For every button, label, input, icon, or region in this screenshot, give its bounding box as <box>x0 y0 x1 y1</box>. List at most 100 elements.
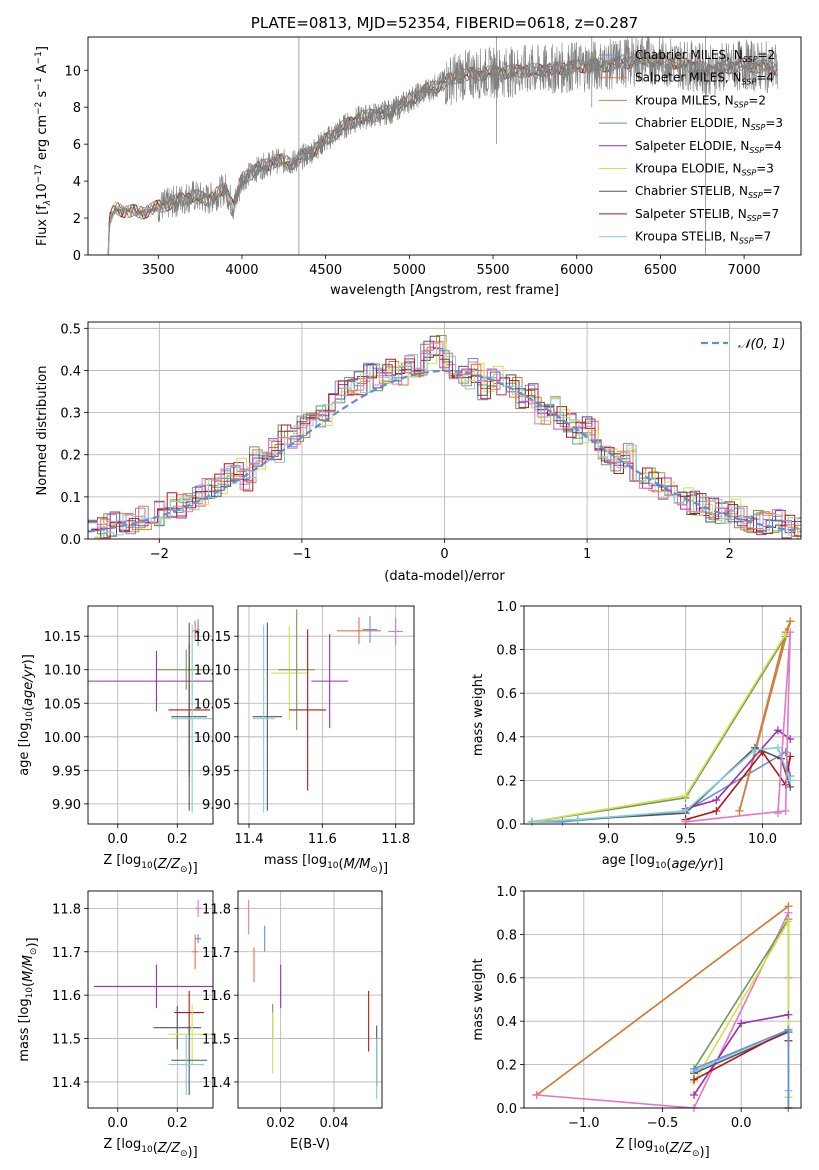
label-math: age/yr <box>21 663 36 706</box>
label-script: ⊙ <box>180 865 188 875</box>
label-script: 10 <box>653 1145 665 1155</box>
x-tick-label: 11.6 <box>308 832 337 847</box>
y-tick-label: 10.00 <box>44 731 81 746</box>
axes-mass-vs-Z: 0.0 0.211.411.511.611.711.8Z [log10(Z/Z⊙)… <box>17 890 214 1160</box>
weight-marker <box>786 617 795 626</box>
legend-label: Chabrier MILES, NSSP=2 <box>635 48 775 64</box>
axes-border <box>523 605 802 825</box>
y-label-part: A <box>35 64 50 77</box>
axes-residuals: −2 −1 0 1 2 0.0 0.1 0.2 0.3 0.4 0.5 𝒩(0, 1) (data-mo… <box>35 321 802 584</box>
legend-tail: =3 <box>756 162 774 176</box>
label-text: Z [log <box>103 853 141 868</box>
y-tick-label: 11.8 <box>202 902 231 917</box>
weight-marker <box>735 806 744 815</box>
x-tick-label: 11.4 <box>235 832 264 847</box>
legend-tail: =2 <box>757 48 775 62</box>
legend-sub: SSP <box>743 55 758 64</box>
histogram-step-9 <box>88 342 801 539</box>
x-tick-label: 6500 <box>644 263 677 278</box>
y-tick-label: 6 <box>73 138 81 153</box>
y-tick-label: 0.1 <box>60 491 81 506</box>
y-tick-label: 0.5 <box>60 322 81 337</box>
y-tick-label: 0.8 <box>496 928 517 943</box>
y-tick-label: 10.10 <box>44 664 81 679</box>
label-text: mass [log <box>17 998 32 1061</box>
legend-sub: SSP <box>749 146 764 155</box>
axes-massweight-vs-Z: −1.0 −0.5 0.0 0.0 0.2 0.4 0.6 0.8 1.0 Z [log10(Z/… <box>471 885 802 1160</box>
y-label-part: 10 <box>35 183 50 200</box>
y-tick-label: 11.8 <box>52 902 81 917</box>
x-tick-label: 5500 <box>476 263 509 278</box>
y-tick-label: 1.0 <box>496 600 517 615</box>
x-tick-label: 4000 <box>225 263 258 278</box>
x-axis-label: E(B-V) <box>290 1137 330 1152</box>
x-axis-label: (data-model)/error <box>384 569 505 584</box>
legend-tail: =2 <box>748 93 766 107</box>
x-tick-label: 2 <box>726 547 734 562</box>
label-text: )] <box>700 1145 710 1160</box>
axes-massweight-vs-age: 9.0 9.5 10.0 0.0 0.2 0.4 0.6 0.8 1.0 age [log10(a… <box>471 600 802 872</box>
x-tick-label: 0.0 <box>731 1116 752 1131</box>
label-text: ( <box>666 857 671 872</box>
label-script: 10 <box>25 987 35 999</box>
weight-marker <box>737 1019 746 1028</box>
x-tick-label: 0.02 <box>266 1116 295 1131</box>
label-math: M/M <box>21 955 36 982</box>
weight-marker <box>773 809 782 818</box>
legend-label: Kroupa ELODIE, NSSP=3 <box>635 162 774 178</box>
weight-marker <box>712 796 721 805</box>
axes-border <box>87 36 802 256</box>
weight-marker <box>681 817 690 826</box>
y-label-part: λ <box>43 200 53 206</box>
axes-border <box>237 890 383 1109</box>
weight-marker <box>786 776 795 785</box>
y-tick-label: 0.6 <box>496 972 517 987</box>
weight-marker <box>784 917 793 926</box>
y-label-part: Flux [f <box>35 205 50 246</box>
weight-marker <box>681 791 690 800</box>
legend-label: Salpeter ELODIE, NSSP=4 <box>635 139 782 155</box>
x-tick-label: 7000 <box>728 263 761 278</box>
legend-name: Kroupa ELODIE, N <box>635 162 742 176</box>
label-script: ⊙ <box>180 1149 188 1159</box>
label-script: 10 <box>141 1145 153 1155</box>
x-tick-label: 3500 <box>142 263 175 278</box>
x-tick-label: −0.5 <box>647 1116 679 1131</box>
axes-age-vs-mass: 11.4 11.6 11.8 9.90 9.95 10.00 10.05 10.10 10.15… <box>194 605 415 876</box>
legend-label: Salpeter STELIB, NSSP=7 <box>635 207 779 223</box>
weight-marker <box>773 726 782 735</box>
y-tick-label: 11.5 <box>202 1033 231 1048</box>
label-script: 10 <box>655 861 667 871</box>
y-tick-label: 0 <box>73 249 81 264</box>
x-tick-label: 6000 <box>560 263 593 278</box>
label-text: )] <box>21 654 36 664</box>
y-tick-label: 9.90 <box>202 798 231 813</box>
x-tick-label: 4500 <box>309 263 342 278</box>
label-script: 10 <box>25 711 35 723</box>
label-text: ( <box>153 857 158 872</box>
legend-sub: SSP <box>734 100 749 109</box>
weight-marker <box>573 815 582 824</box>
legend-sub: SSP <box>748 191 763 200</box>
label-text: ( <box>665 1141 670 1156</box>
legend-name: Chabrier STELIB, N <box>635 184 748 198</box>
legend-name: Chabrier ELODIE, N <box>635 116 751 130</box>
weight-marker <box>786 628 795 637</box>
y-label-part: s <box>35 90 50 101</box>
weight-marker <box>784 1025 793 1034</box>
weight-marker <box>750 745 759 754</box>
label-text: Z [log <box>103 1137 141 1152</box>
legend-tail: =3 <box>765 116 783 130</box>
y-tick-label: 10.00 <box>194 731 231 746</box>
legend-tail: =4 <box>756 71 774 85</box>
axes-border <box>237 605 415 825</box>
label-text: age [log <box>602 853 655 868</box>
weight-line-8 <box>531 746 791 823</box>
y-label-part: −2 <box>34 102 44 115</box>
weight-marker <box>527 817 536 826</box>
x-tick-label: 11.8 <box>381 832 410 847</box>
legend-name: Kroupa STELIB, N <box>635 230 739 244</box>
weight-line-2 <box>738 621 791 812</box>
y-axis-label: Flux [fλ10−17 erg cm−2 s−1 A−1] <box>34 46 53 246</box>
